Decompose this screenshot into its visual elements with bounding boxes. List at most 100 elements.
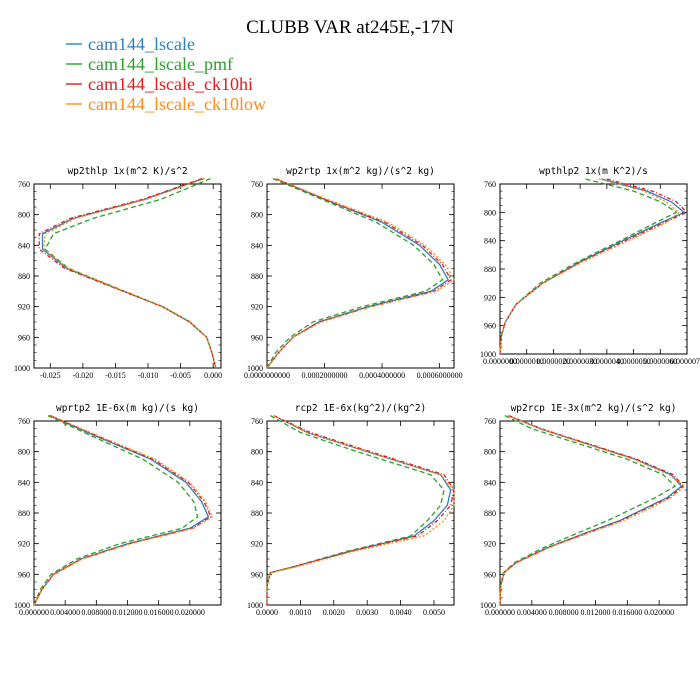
y-tick-label: 880 bbox=[18, 272, 30, 281]
y-tick-label: 1000 bbox=[247, 364, 263, 373]
y-tick-label: 920 bbox=[18, 303, 30, 312]
x-tick-label: 0.0000010 bbox=[510, 357, 544, 366]
series-line-cam144_lscale_pmf bbox=[266, 415, 445, 605]
series-line-cam144_lscale_ck10hi bbox=[266, 415, 455, 605]
x-tick-label: 0.0000070 bbox=[670, 357, 700, 366]
y-tick-label: 760 bbox=[18, 180, 30, 189]
x-tick-label: 0.000000 bbox=[485, 608, 515, 617]
y-tick-label: 920 bbox=[251, 303, 263, 312]
series-line-cam144_lscale bbox=[499, 414, 683, 606]
y-tick-label: 920 bbox=[484, 540, 496, 549]
y-tick-label: 800 bbox=[251, 448, 263, 457]
series-line-cam144_lscale_ck10hi bbox=[266, 178, 452, 369]
x-tick-label: 0.0000040 bbox=[590, 357, 624, 366]
series-line-cam144_lscale_ck10low bbox=[499, 414, 686, 606]
y-tick-label: 1000 bbox=[480, 350, 496, 359]
panels-grid: wp2thlp 1x(m^2 K)/s^2 760 800 840 880 920 960 1… bbox=[14, 166, 700, 617]
x-tick-label: 0.000 bbox=[204, 371, 222, 380]
x-tick-label: 0.000000 bbox=[19, 608, 49, 617]
y-tick-label: 760 bbox=[18, 417, 30, 426]
x-tick-label: -0.025 bbox=[40, 371, 61, 380]
series-line-cam144_lscale_ck10hi bbox=[499, 414, 684, 606]
x-tick-label: -0.010 bbox=[138, 371, 159, 380]
x-tick-label: 0.0006000000 bbox=[417, 371, 463, 380]
panel-3: wpthlp2 1x(m K^2)/s 760 800 840 880 920 960 100… bbox=[480, 166, 700, 366]
x-tick-label: 0.0020 bbox=[323, 608, 345, 617]
y-tick-label: 800 bbox=[484, 208, 496, 217]
panel-title: wp2thlp 1x(m^2 K)/s^2 bbox=[67, 166, 187, 177]
x-tick-label: 0.0050 bbox=[423, 608, 445, 617]
series-line-cam144_lscale_pmf bbox=[499, 415, 676, 606]
y-tick-label: 1000 bbox=[14, 364, 30, 373]
y-tick-label: 1000 bbox=[480, 601, 496, 610]
panel-title: wpthlp2 1x(m K^2)/s bbox=[539, 166, 648, 177]
legend: cam144_lscalecam144_lscale_pmfcam144_lsc… bbox=[66, 34, 266, 114]
y-tick-label: 880 bbox=[484, 509, 496, 518]
y-tick-label: 960 bbox=[484, 322, 496, 331]
x-tick-label: 0.0000060 bbox=[643, 357, 677, 366]
x-tick-label: 0.012000 bbox=[113, 608, 143, 617]
series-line-cam144_lscale bbox=[41, 177, 217, 369]
legend-entry: cam144_lscale_ck10hi bbox=[88, 74, 253, 94]
x-tick-label: 0.008000 bbox=[81, 608, 111, 617]
series-line-cam144_lscale_ck10low bbox=[43, 177, 217, 369]
legend-entry: cam144_lscale_pmf bbox=[88, 54, 233, 74]
panel-1: wp2thlp 1x(m^2 K)/s^2 760 800 840 880 920 960 1… bbox=[14, 166, 222, 380]
series-line-cam144_lscale_ck10hi bbox=[38, 177, 217, 369]
y-tick-label: 880 bbox=[18, 509, 30, 518]
y-tick-label: 840 bbox=[18, 478, 30, 487]
series-line-cam144_lscale_ck10low bbox=[499, 178, 680, 355]
x-tick-label: -0.005 bbox=[170, 371, 191, 380]
series-line-cam144_lscale_ck10low bbox=[33, 415, 214, 606]
y-tick-label: 760 bbox=[484, 180, 496, 189]
figure-title: CLUBB VAR at245E,-17N bbox=[246, 17, 454, 38]
x-tick-label: 0.008000 bbox=[549, 608, 579, 617]
x-tick-label: 0.016000 bbox=[144, 608, 174, 617]
x-tick-label: 0.0000000000 bbox=[244, 371, 290, 380]
y-tick-label: 880 bbox=[251, 272, 263, 281]
series-line-cam144_lscale bbox=[266, 178, 449, 369]
legend-entry: cam144_lscale_ck10low bbox=[88, 94, 266, 114]
x-tick-label: 0.020000 bbox=[644, 608, 674, 617]
x-tick-label: 0.0004000000 bbox=[359, 371, 405, 380]
series-line-cam144_lscale bbox=[266, 415, 452, 605]
panel-title: wp2rtp 1x(m^2 kg)/(s^2 kg) bbox=[286, 166, 435, 177]
series-line-cam144_lscale_ck10hi bbox=[33, 415, 212, 606]
x-tick-label: 0.020000 bbox=[175, 608, 205, 617]
x-tick-label: 0.0000 bbox=[256, 608, 278, 617]
y-tick-label: 840 bbox=[251, 241, 263, 250]
series-line-cam144_lscale_pmf bbox=[499, 178, 677, 355]
series-line-cam144_lscale_pmf bbox=[266, 178, 444, 369]
plot-frame bbox=[266, 183, 455, 369]
x-tick-label: 0.0000050 bbox=[617, 357, 651, 366]
y-tick-label: 960 bbox=[18, 570, 30, 579]
x-tick-label: 0.0000020 bbox=[536, 357, 570, 366]
y-tick-label: 760 bbox=[251, 180, 263, 189]
panel-5: rcp2 1E-6x(kg^2)/(kg^2) 760 800 840 880 920 96… bbox=[247, 403, 455, 617]
y-tick-label: 880 bbox=[251, 509, 263, 518]
y-tick-label: 1000 bbox=[247, 601, 263, 610]
y-tick-label: 840 bbox=[484, 237, 496, 246]
x-tick-label: 0.0002000000 bbox=[302, 371, 348, 380]
panel-title: wprtp2 1E-6x(m kg)/(s kg) bbox=[56, 403, 199, 414]
series-line-cam144_lscale_ck10low bbox=[266, 415, 455, 605]
y-tick-label: 960 bbox=[251, 333, 263, 342]
x-tick-label: -0.015 bbox=[105, 371, 126, 380]
y-tick-label: 800 bbox=[18, 211, 30, 220]
panel-title: wp2rcp 1E-3x(m^2 kg)/(s^2 kg) bbox=[511, 403, 677, 414]
y-tick-label: 920 bbox=[18, 540, 30, 549]
x-tick-label: 0.004000 bbox=[50, 608, 80, 617]
x-tick-label: 0.0000000 bbox=[483, 357, 517, 366]
plot-frame bbox=[33, 183, 222, 369]
series-line-cam144_lscale_ck10hi bbox=[499, 178, 688, 355]
plot-frame bbox=[499, 420, 688, 606]
x-tick-label: 0.012000 bbox=[580, 608, 610, 617]
panel-title: rcp2 1E-6x(kg^2)/(kg^2) bbox=[295, 403, 427, 414]
y-tick-label: 840 bbox=[18, 241, 30, 250]
y-tick-label: 920 bbox=[484, 293, 496, 302]
y-tick-label: 840 bbox=[484, 478, 496, 487]
panel-4: wprtp2 1E-6x(m kg)/(s kg) 760 800 840 880 920… bbox=[14, 403, 222, 617]
x-tick-label: 0.0040 bbox=[390, 608, 412, 617]
y-tick-label: 760 bbox=[484, 417, 496, 426]
